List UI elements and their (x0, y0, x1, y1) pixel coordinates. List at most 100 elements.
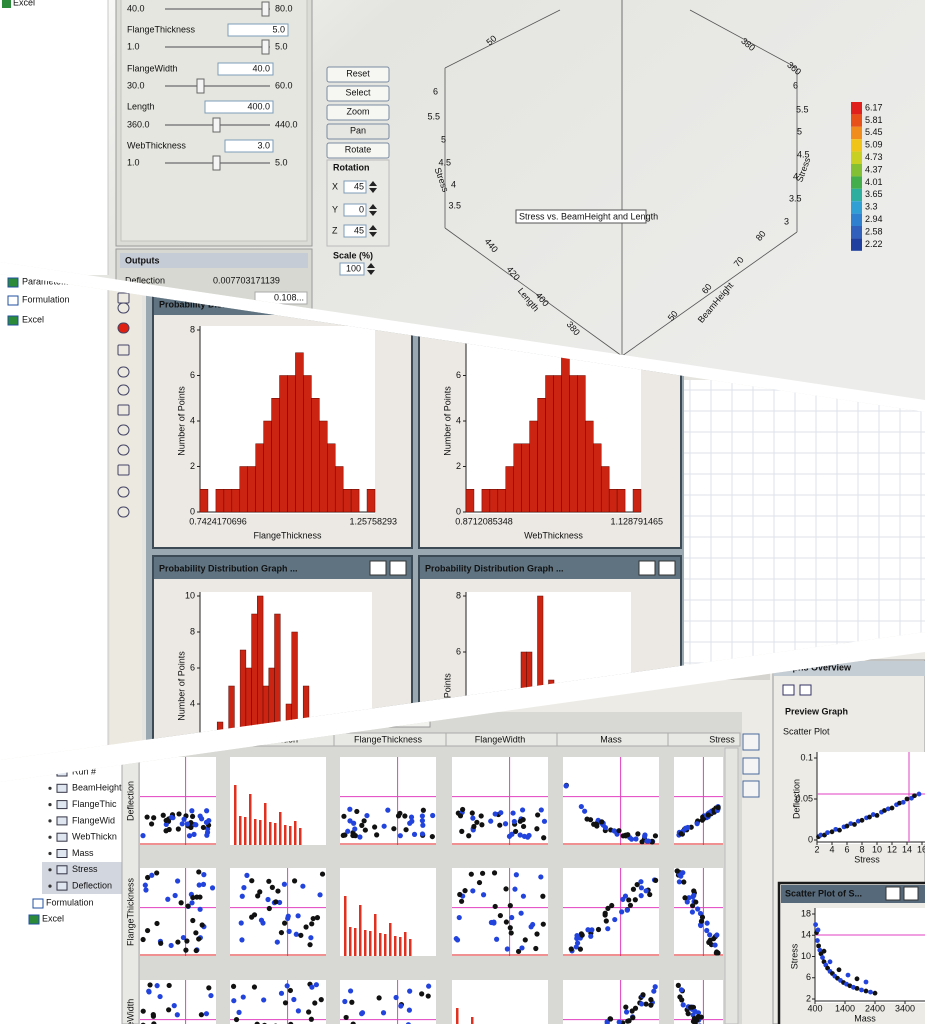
tree-item[interactable]: Paramete... (22, 276, 69, 286)
matrix-dot (574, 935, 580, 942)
frame-line (444, 9, 561, 69)
matrix-dot (574, 940, 581, 946)
window-button (885, 886, 901, 901)
spin-down (369, 188, 377, 193)
matrix-dot (140, 1008, 146, 1014)
tree-item[interactable]: Mass (72, 848, 94, 858)
matrix-dot (704, 920, 710, 926)
tree-item[interactable]: WebThickn (72, 832, 117, 842)
matrix-dot (381, 823, 387, 829)
matrix-dot (352, 826, 358, 832)
button-label[interactable]: Pan (350, 125, 366, 135)
input-value[interactable]: 5.0 (272, 24, 285, 34)
tool-icon (117, 384, 130, 396)
colorbar-label: 5.45 (865, 127, 883, 137)
z-tick-label: 6 (793, 80, 798, 90)
tree-item[interactable]: Stress (72, 864, 98, 874)
matrix-dot (171, 1003, 177, 1009)
slider-min: 30.0 (127, 80, 145, 90)
matrix-dot (166, 826, 172, 833)
z-tick-label: 6 (433, 86, 438, 96)
slider-max: 80.0 (275, 3, 293, 13)
matrix-dot (627, 902, 634, 908)
input-label: FlangeWidth (127, 63, 178, 73)
tree-item[interactable]: FlangeWid (72, 815, 115, 825)
x-tick-label: 1.25758293 (349, 516, 397, 526)
x-axis-label: Mass (854, 1013, 876, 1023)
colorbar-label: 3.3 (865, 202, 878, 212)
input-value[interactable]: 400.0 (247, 101, 270, 111)
matrix-dot (619, 909, 625, 915)
point (855, 818, 861, 824)
slider-thumb (261, 39, 270, 55)
tree-item[interactable]: BeamHeight (72, 783, 122, 793)
column-header: Stress (709, 734, 735, 744)
beam-tick-label: 60 (700, 282, 714, 296)
input-label: FlangeThickness (127, 24, 196, 34)
matrix-dot (510, 810, 516, 816)
matrix-dot (695, 1014, 701, 1020)
matrix-dot (168, 942, 174, 949)
point (836, 967, 842, 973)
matrix-dot (642, 832, 648, 838)
axis-value[interactable]: 45 (354, 181, 364, 191)
matrix-dot (308, 935, 314, 941)
matrix-dot (176, 811, 182, 817)
bar (489, 489, 499, 513)
matrix-dot (624, 907, 630, 913)
button-label[interactable]: Rotate (345, 144, 372, 154)
slider-min: 1.0 (127, 157, 140, 167)
point (863, 979, 869, 985)
matrix-dot (517, 832, 523, 838)
matrix-dot (408, 814, 415, 820)
matrix-dot (599, 819, 605, 825)
y-tick-label: 0 (190, 506, 195, 516)
button-label[interactable]: Reset (346, 68, 370, 78)
matrix-dot (364, 812, 370, 819)
matrix-dot (474, 819, 480, 825)
tree-item[interactable]: FlangeThic (72, 799, 117, 809)
scale-value[interactable]: 100 (346, 263, 361, 273)
tree-icon (56, 865, 68, 875)
tree-item[interactable]: Excel (22, 314, 44, 324)
tree-item[interactable]: Run # (72, 766, 96, 776)
axis-value[interactable]: 0 (359, 204, 364, 214)
tree-item[interactable]: Deflection (72, 880, 112, 890)
matrix-bar (234, 785, 237, 845)
point (870, 812, 876, 817)
input-value[interactable]: 40.0 (252, 63, 270, 73)
matrix-dot (588, 933, 594, 939)
bar (255, 443, 264, 513)
point (867, 814, 872, 820)
input-value[interactable]: 3.0 (257, 140, 270, 150)
z-tick-label: 4.5 (438, 157, 451, 167)
matrix-dot (406, 1007, 412, 1013)
matrix-bar (364, 930, 367, 956)
matrix-dot (273, 899, 279, 905)
bar (593, 443, 602, 513)
matrix-dot (507, 925, 513, 931)
matrix-dot (359, 822, 365, 828)
matrix-dot (193, 822, 199, 828)
matrix-dot (307, 942, 313, 948)
tree-item[interactable]: Excel (42, 913, 64, 923)
button-label[interactable]: Select (345, 87, 371, 97)
matrix-dot (385, 807, 391, 813)
axis-value[interactable]: 45 (354, 225, 364, 235)
y-tick-label: 14 (801, 930, 811, 940)
matrix-dot (640, 992, 646, 998)
bar (271, 398, 280, 513)
tree-item[interactable]: Formulation (22, 294, 70, 304)
tree-item[interactable]: Formulation (46, 897, 94, 907)
matrix-dot (688, 1004, 694, 1010)
slider-thumb (212, 117, 221, 133)
x-tick-label: 6 (844, 844, 849, 854)
tree-item[interactable]: Excel (13, 0, 35, 7)
button-label[interactable]: Zoom (346, 106, 369, 116)
matrix-bar (404, 932, 407, 956)
y-tick-label: 0 (456, 506, 461, 516)
tool-icon (117, 404, 130, 416)
matrix-dot (638, 879, 644, 885)
matrix-bar (384, 934, 387, 956)
matrix-dot (479, 822, 485, 828)
